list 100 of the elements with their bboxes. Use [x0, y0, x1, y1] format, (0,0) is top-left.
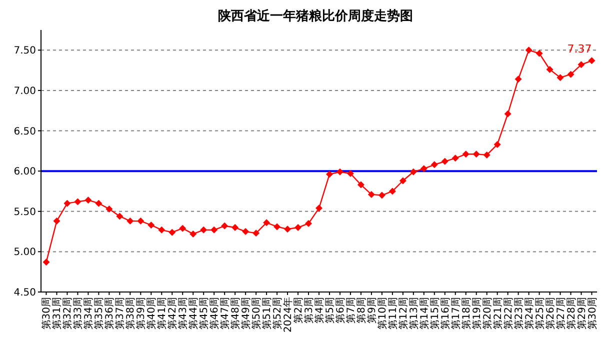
x-tick-label: 第19周: [470, 297, 483, 330]
point: [536, 50, 543, 57]
point: [472, 150, 480, 158]
chart-title: 陕西省近一年猪粮比价周度走势图: [218, 8, 413, 24]
point: [294, 224, 302, 232]
x-tick-label: 第30周: [40, 297, 53, 330]
x-tick-label: 第14周: [418, 297, 430, 330]
x-tick-label: 第16周: [439, 297, 452, 330]
point: [284, 226, 292, 233]
point: [274, 223, 281, 230]
point: [158, 226, 166, 234]
point: [399, 177, 406, 184]
x-tick-label: 第31周: [51, 297, 64, 330]
x-tick-label: 第7周: [344, 297, 357, 324]
x-tick-label: 第45周: [198, 297, 210, 330]
point: [430, 161, 438, 168]
x-tick-label: 第50周: [250, 297, 263, 330]
x-tick-label: 第5周: [324, 297, 336, 324]
point: [53, 218, 60, 225]
x-tick-label: 第2周: [292, 297, 305, 324]
point: [137, 218, 144, 225]
x-tick-label: 第30周: [586, 297, 598, 330]
point: [316, 204, 322, 212]
x-tick-label: 第25周: [534, 297, 546, 330]
point: [305, 220, 312, 227]
point: [462, 150, 470, 158]
point: [525, 46, 532, 54]
point: [95, 200, 102, 207]
point: [221, 222, 228, 230]
point: [64, 200, 71, 207]
point: [326, 170, 333, 178]
point: [357, 181, 364, 188]
x-tick-label: 第10周: [376, 297, 388, 330]
x-tick-label: 第15周: [428, 297, 441, 330]
y-tick-label: 6.50: [14, 126, 36, 138]
x-tick-label: 第29周: [576, 297, 588, 330]
x-tick-label: 第6周: [334, 297, 346, 324]
point: [336, 168, 344, 176]
point: [242, 228, 250, 236]
y-tick-label: 7.00: [14, 86, 36, 97]
point: [452, 154, 459, 162]
x-tick-label: 第13周: [408, 297, 420, 330]
point: [546, 66, 554, 73]
x-tick-label: 第52周: [272, 297, 284, 330]
point: [168, 228, 176, 236]
point: [368, 190, 375, 198]
point: [494, 140, 501, 148]
x-tick-label: 第4周: [314, 297, 326, 324]
y-tick-label: 5.50: [14, 206, 36, 218]
x-tick-label: 第17周: [450, 297, 462, 330]
y-tick-label: 4.50: [14, 288, 36, 298]
point: [378, 192, 386, 199]
point: [126, 218, 134, 225]
x-tick-label: 2024年: [282, 297, 294, 332]
point: [504, 110, 512, 118]
point: [514, 76, 522, 83]
x-tick-label: 第28周: [565, 297, 578, 330]
point: [148, 222, 155, 229]
point: [106, 205, 113, 212]
x-tick-label: 第26周: [544, 297, 556, 330]
x-tick-label: 第48周: [230, 297, 242, 330]
x-tick-label: 第44周: [188, 297, 200, 330]
x-tick-label: 第36周: [104, 297, 116, 330]
point: [263, 219, 270, 226]
x-tick-label: 第33周: [72, 297, 84, 330]
point: [346, 170, 354, 177]
point: [190, 230, 197, 238]
point: [84, 196, 92, 204]
x-tick-label: 第39周: [135, 297, 148, 330]
x-tick-label: 第20周: [481, 297, 494, 330]
point: [441, 158, 448, 165]
x-tick-label: 第51周: [261, 297, 274, 330]
x-tick-label: 第38周: [124, 297, 137, 330]
x-tick-label: 第18周: [460, 297, 472, 330]
x-tick-label: 第34周: [82, 297, 95, 330]
point: [410, 168, 417, 176]
x-tick-label: 第8周: [355, 297, 368, 324]
point: [567, 70, 574, 78]
point: [210, 226, 218, 234]
x-tick-label: 第24周: [523, 297, 536, 330]
point: [556, 74, 564, 82]
x-tick-label: 第21周: [492, 297, 504, 330]
x-tick-label: 第37周: [114, 297, 126, 330]
point: [200, 226, 208, 234]
x-tick-label: 第46周: [208, 297, 221, 330]
point: [74, 198, 82, 206]
x-tick-label: 第32周: [62, 297, 74, 330]
point: [252, 230, 260, 237]
x-tick-label: 第41周: [156, 297, 168, 330]
x-tick-label: 第3周: [303, 297, 316, 324]
x-tick-label: 第23周: [512, 297, 525, 330]
x-tick-label: 第22周: [502, 297, 514, 330]
x-tick-label: 第47周: [219, 297, 232, 330]
x-tick-label: 第40周: [146, 297, 158, 330]
x-tick-label: 第12周: [397, 297, 410, 330]
x-tick-label: 第49周: [240, 297, 252, 330]
x-tick-label: 第43周: [177, 297, 190, 330]
data-label: 7.37: [567, 42, 592, 56]
point: [483, 151, 490, 158]
point: [232, 224, 239, 232]
